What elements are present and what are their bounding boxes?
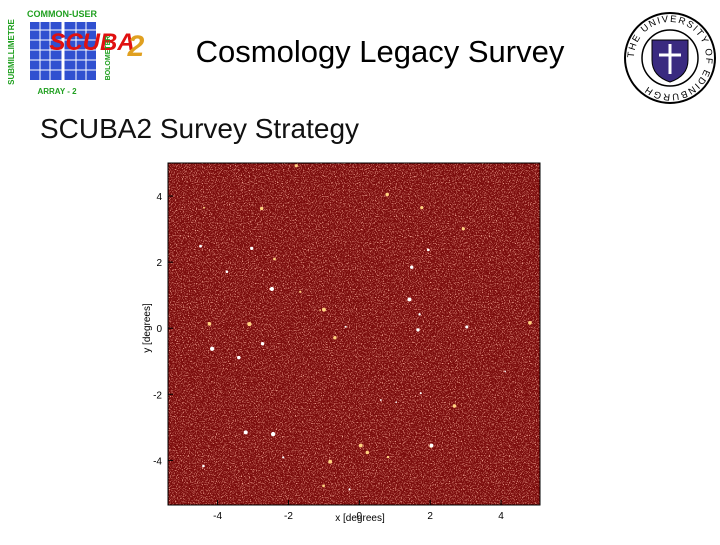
source — [465, 325, 469, 329]
source — [294, 164, 298, 168]
subtitle: SCUBA2 Survey Strategy — [40, 113, 359, 144]
source — [528, 321, 532, 325]
university-seal: THE UNIVERSITY OF EDINBURGH — [624, 12, 716, 104]
y-tick-label: -2 — [153, 390, 162, 401]
source — [407, 297, 412, 302]
seal-outer — [624, 12, 716, 104]
logo-bottom: ARRAY - 2 — [37, 87, 77, 96]
source — [429, 443, 434, 448]
y-axis-label: y [degrees] — [142, 303, 153, 353]
source — [426, 248, 430, 252]
x-tick-label: 0 — [357, 511, 363, 522]
source — [420, 205, 424, 210]
y-tick-label: 4 — [156, 192, 162, 203]
source — [386, 455, 390, 459]
source — [322, 307, 326, 312]
x-tick-label: -4 — [213, 511, 222, 522]
logo-right: BOLOMETER — [105, 36, 112, 81]
sky-map — [168, 163, 540, 505]
source — [328, 459, 333, 464]
map-noise — [168, 163, 540, 505]
source — [461, 227, 465, 231]
source — [243, 430, 248, 435]
source — [358, 443, 363, 448]
source — [419, 392, 422, 395]
source — [259, 206, 264, 211]
logo-left: SUBMILLIMETRE — [7, 18, 16, 84]
source — [348, 488, 351, 491]
source — [410, 265, 414, 269]
x-tick-label: 2 — [427, 511, 433, 522]
source — [269, 286, 274, 292]
source — [452, 404, 457, 408]
x-tick-label: -2 — [284, 511, 293, 522]
source — [395, 401, 397, 404]
source — [207, 322, 212, 326]
source — [199, 244, 202, 248]
source — [210, 346, 215, 351]
source — [299, 290, 302, 293]
scuba-logo: COMMON-USER SCUBA 2 SUBMILLIMETRE BOLOME… — [7, 9, 145, 96]
y-tick-label: 2 — [156, 258, 162, 269]
logo-grid — [30, 22, 96, 80]
logo-top: COMMON-USER — [27, 9, 97, 19]
source — [250, 246, 254, 250]
logo-name: SCUBA — [49, 29, 134, 56]
source — [333, 335, 337, 340]
map-sources — [199, 164, 532, 491]
axes: -4 -2 0 2 4 -4 -2 0 2 4 — [153, 192, 504, 522]
source — [260, 342, 265, 346]
seal-cross — [659, 44, 681, 74]
source — [203, 206, 205, 209]
source — [344, 325, 347, 328]
source — [202, 464, 205, 468]
source — [247, 321, 252, 327]
y-tick-label: -4 — [153, 456, 162, 467]
source — [322, 484, 325, 488]
source — [504, 370, 506, 373]
source — [237, 355, 241, 360]
source — [270, 431, 276, 437]
seal-inner — [641, 29, 699, 87]
y-tick-label: 0 — [156, 324, 162, 335]
source — [416, 328, 420, 332]
x-axis-label: x [degrees] — [335, 513, 385, 524]
source — [418, 313, 421, 316]
plot-frame — [167, 162, 541, 506]
source — [319, 309, 321, 311]
source — [379, 399, 382, 401]
logo-number: 2 — [127, 30, 145, 63]
x-tick-label: 4 — [498, 511, 504, 522]
source — [365, 450, 370, 455]
title: Cosmology Legacy Survey — [196, 34, 565, 69]
source — [385, 192, 389, 197]
source — [273, 257, 276, 261]
source — [225, 270, 229, 274]
source — [282, 456, 285, 459]
